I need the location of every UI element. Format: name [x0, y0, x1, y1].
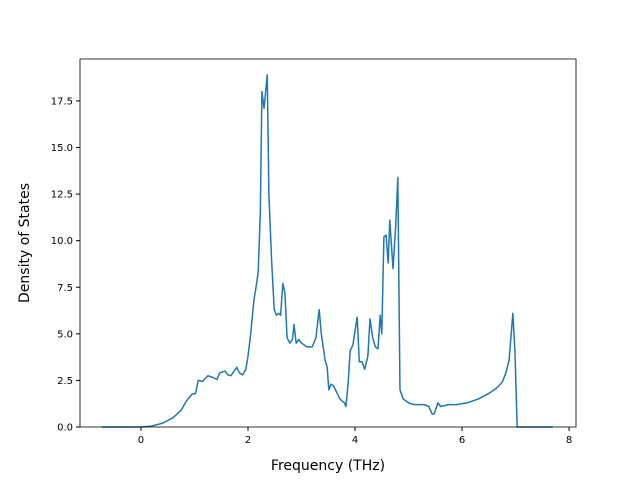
y-axis-label: Density of States: [17, 183, 33, 303]
x-tick-label: 2: [245, 435, 251, 446]
y-tick-label: 7.5: [57, 283, 73, 294]
x-tick-label: 0: [138, 435, 144, 446]
y-tick-label: 2.5: [57, 376, 73, 387]
y-tick-label: 17.5: [51, 96, 73, 107]
x-tick-label: 8: [566, 435, 572, 446]
x-axis-label: Frequency (THz): [271, 458, 385, 474]
y-tick-label: 15.0: [51, 143, 73, 154]
y-tick-label: 5.0: [57, 329, 73, 340]
y-tick-label: 0.0: [57, 423, 73, 434]
x-tick-label: 6: [459, 435, 465, 446]
dos-line: [101, 74, 553, 428]
y-tick-label: 12.5: [51, 190, 73, 201]
y-tick-label: 10.0: [51, 236, 73, 247]
x-tick-label: 4: [352, 435, 358, 446]
axes-frame: [79, 58, 577, 428]
